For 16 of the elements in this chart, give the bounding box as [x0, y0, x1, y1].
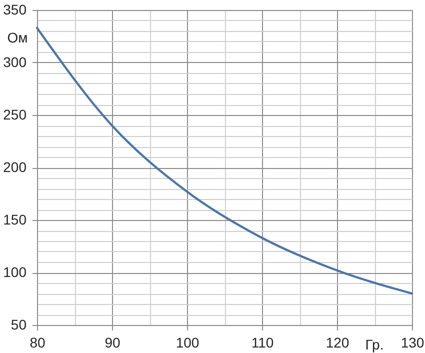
y-tick-label: 200: [3, 159, 27, 175]
y-axis-title: Ом: [7, 30, 28, 46]
x-tick-label: 80: [30, 334, 46, 350]
x-tick-label: 100: [176, 334, 200, 350]
x-tick-label: 120: [326, 334, 350, 350]
y-tick-label: 300: [3, 54, 27, 70]
line-series: [36, 26, 414, 295]
y-tick-label: 50: [10, 316, 27, 332]
y-tick-label: 250: [3, 106, 27, 122]
y-tick-label: 150: [3, 212, 27, 228]
y-tick-label: 350: [3, 2, 27, 18]
x-tick-label: 90: [104, 334, 120, 350]
x-tick-label: 110: [251, 334, 274, 350]
x-tick-label: 130: [400, 334, 424, 350]
y-tick-label: 100: [3, 264, 27, 280]
x-axis-title: Гр.: [365, 336, 384, 352]
